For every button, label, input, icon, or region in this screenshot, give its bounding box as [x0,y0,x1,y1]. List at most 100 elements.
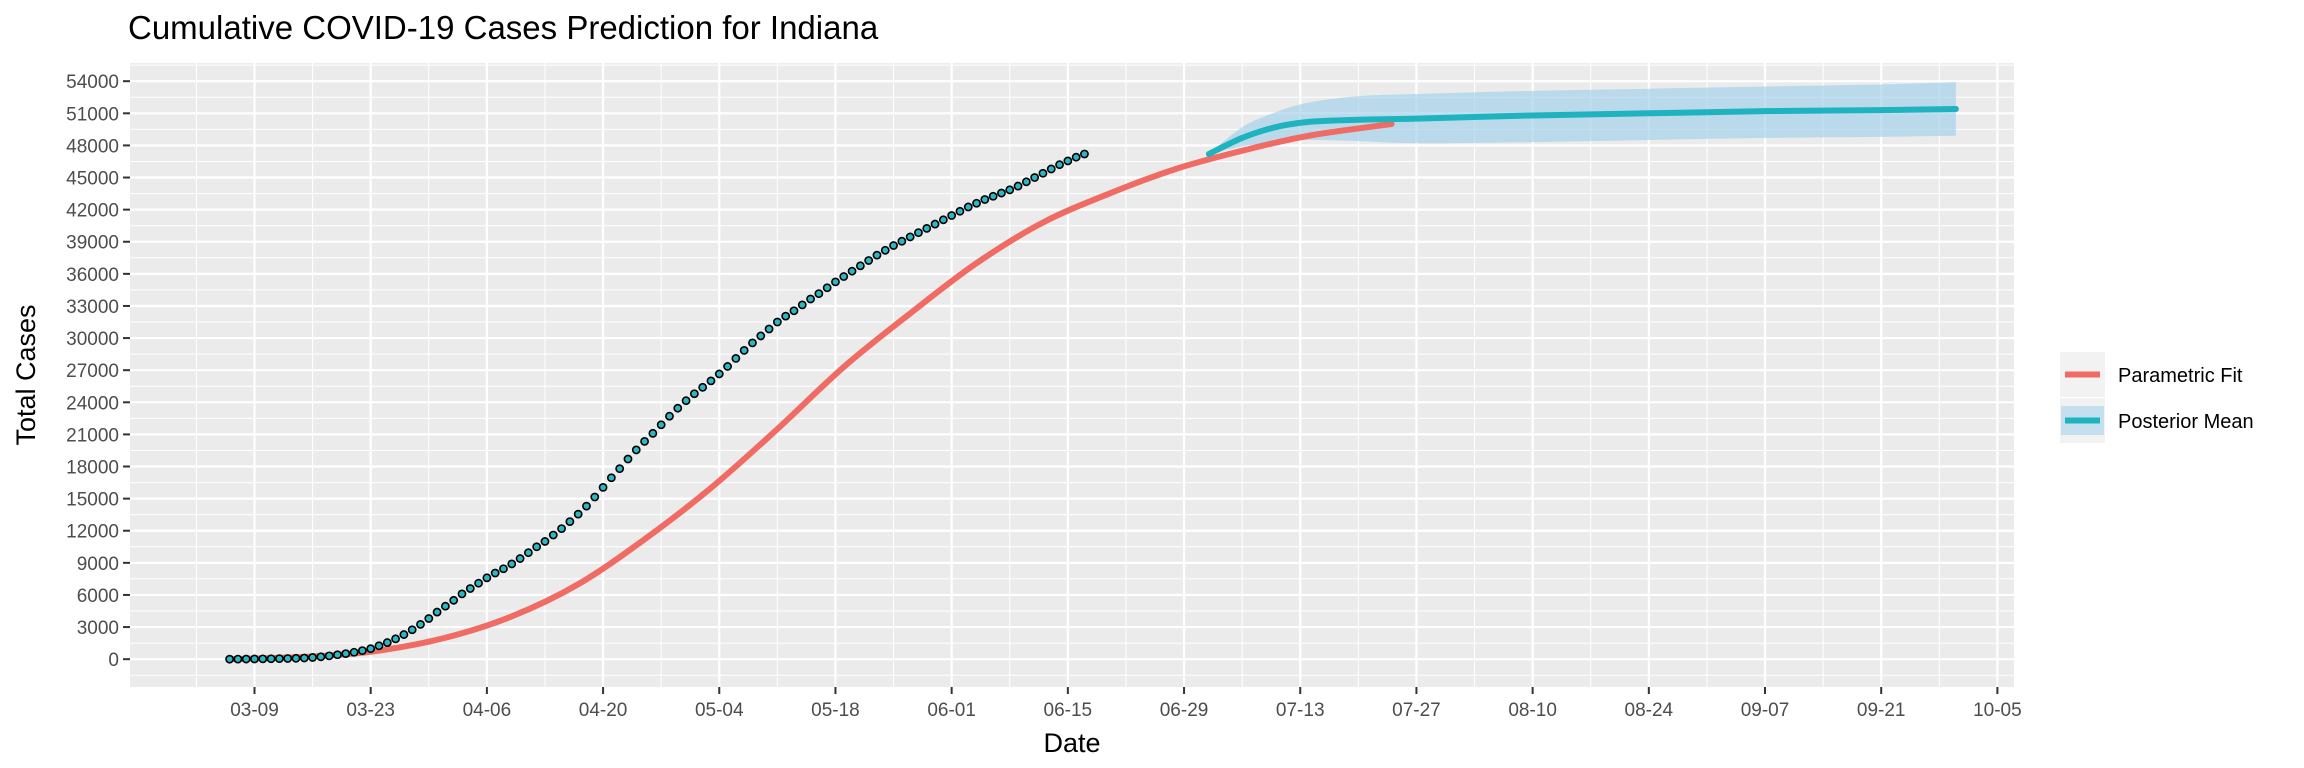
observed-point [1038,168,1048,178]
observed-point [988,191,998,201]
observed-point [897,236,907,246]
observed-point [1055,160,1064,170]
observed-point [673,403,683,413]
observed-point [665,411,674,421]
observed-point [739,345,749,355]
y-axis-title: Total Cases [11,304,41,445]
observed-point [631,445,641,455]
observed-point [997,188,1006,198]
observed-point [341,649,351,659]
observed-point [606,473,616,483]
x-axis: 03-09 03-23 04-06 04-20 05-04 05-18 06-01 06-15… [230,687,2022,721]
observed-point [880,245,890,255]
observed-point [640,436,649,446]
observed-point [474,578,483,588]
y-tick-label: 30000 [66,329,119,350]
x-tick-label: 08-24 [1625,700,1674,721]
observed-point [714,369,724,379]
observed-point [291,653,301,663]
observed-point [847,266,857,276]
observed-point [822,283,832,293]
posterior-mean-line [1205,106,1959,157]
x-tick-label: 03-23 [346,700,395,721]
grid-major [130,63,2014,687]
observed-point [781,311,791,321]
observed-point [357,646,367,656]
observed-point [797,300,807,310]
observed-points [225,149,1089,664]
observed-point [557,524,566,533]
observed-point [499,564,508,574]
observed-point [590,492,600,502]
y-tick-label: 24000 [66,393,119,414]
observed-point [225,654,234,664]
observed-point [748,338,757,348]
y-tick-label: 51000 [66,104,119,125]
legend: Parametric Fit Posterior Mean [2060,352,2254,443]
observed-point [1021,177,1031,187]
observed-point [548,530,558,540]
y-tick-label: 15000 [66,490,119,511]
observed-point [399,630,409,639]
observed-point [465,584,475,593]
observed-point [241,654,251,664]
y-tick-label: 39000 [66,233,119,254]
observed-point [274,654,284,664]
observed-point [681,396,691,406]
observed-point [764,324,774,334]
observed-point [831,277,840,287]
observed-point [772,317,782,327]
observed-point [1030,173,1040,182]
observed-point [258,654,268,664]
legend-label: Posterior Mean [2118,411,2254,433]
observed-point [598,482,608,492]
grid-minor [130,63,2014,687]
observed-point [507,559,517,569]
observed-point [316,652,326,662]
x-tick-label: 09-07 [1741,700,1790,721]
observed-point [299,653,309,663]
y-tick-label: 27000 [66,361,119,382]
observed-point [905,232,915,242]
observed-point [1005,185,1015,195]
observed-point [855,261,865,271]
parametric-fit-line [226,121,1395,663]
observed-point [565,517,575,527]
observed-point [872,250,882,260]
observed-point [324,651,334,661]
observed-point [366,644,376,654]
y-tick-label: 3000 [77,618,119,639]
observed-point [573,509,583,519]
observed-point [432,607,442,617]
observed-point [1063,156,1073,166]
observed-point [723,362,732,371]
x-tick-label: 09-21 [1857,700,1906,721]
observed-point [1071,152,1081,162]
observed-point [266,654,276,664]
observed-point [407,625,417,635]
observed-point [490,568,500,578]
observed-point [955,206,965,216]
observed-point [283,654,293,663]
x-tick-label: 03-09 [230,700,279,721]
observed-point [482,573,492,583]
observed-point [914,228,923,238]
y-tick-label: 54000 [66,72,119,93]
observed-point [706,376,716,386]
observed-point [582,501,591,511]
x-axis-title: Date [1043,728,1100,758]
x-tick-label: 07-27 [1392,700,1441,721]
y-tick-label: 6000 [77,586,119,607]
observed-point [308,653,317,662]
observed-point [938,215,948,225]
plot-panel [130,63,2014,687]
observed-point [349,647,359,657]
y-tick-label: 33000 [66,297,119,318]
observed-point [391,634,400,644]
observed-point [963,202,973,212]
observed-point [698,382,708,392]
x-tick-label: 05-04 [695,700,744,721]
x-tick-label: 08-10 [1508,700,1557,721]
observed-point [689,389,699,399]
